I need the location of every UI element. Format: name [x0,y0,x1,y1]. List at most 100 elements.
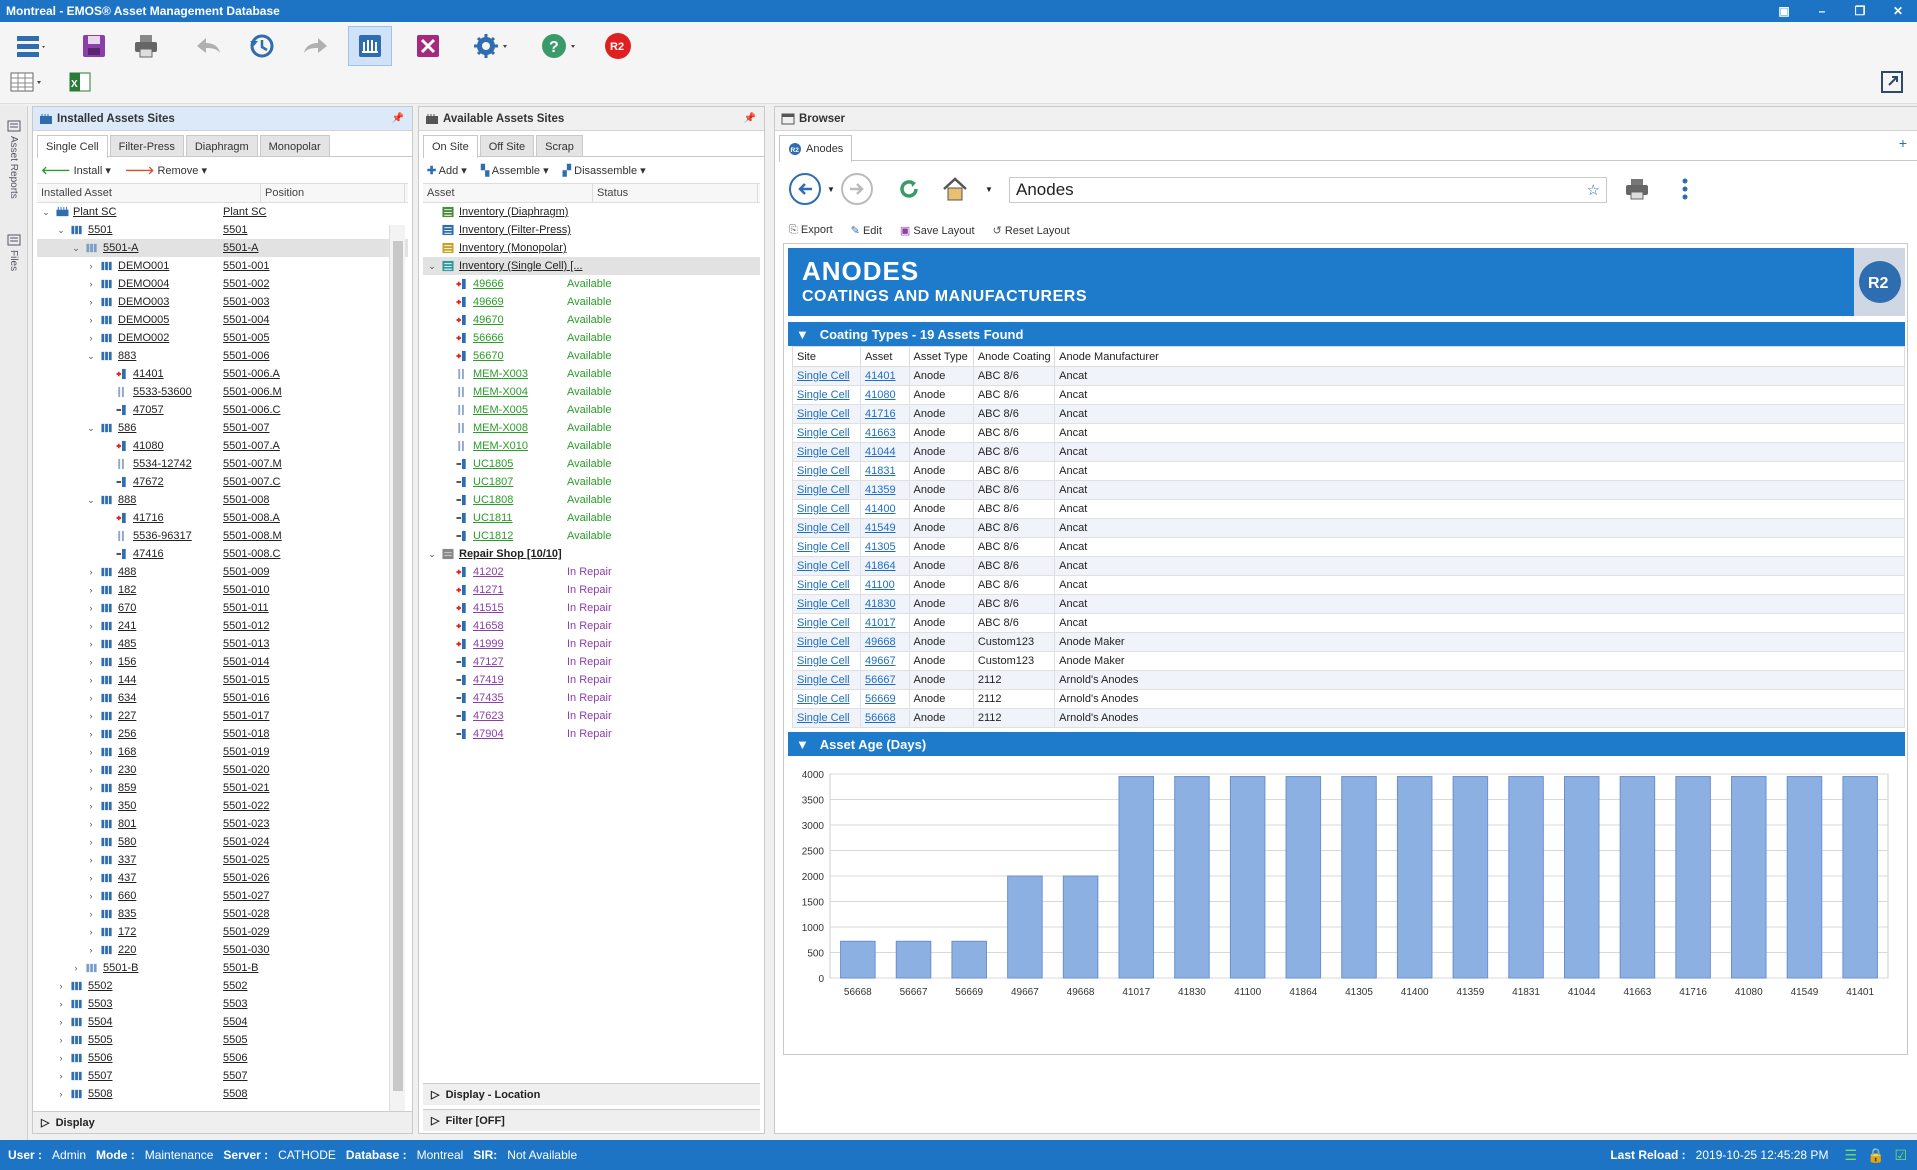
asset-link[interactable]: 5505 [88,1034,113,1046]
position-link[interactable]: 5507 [223,1070,248,1082]
print-icon[interactable] [124,26,168,66]
tree-row[interactable]: › 5507 5507 [37,1067,408,1085]
asset-link[interactable]: MEM-X005 [473,404,529,416]
tree-row[interactable]: › 172 5501-029 [37,923,408,941]
asset-link[interactable]: 5534-12742 [133,458,192,470]
position-link[interactable]: 5501-029 [223,926,270,938]
asset-link[interactable]: 41202 [473,566,504,578]
minimize-button[interactable]: – [1818,4,1826,18]
asset-link[interactable]: 41658 [473,620,504,632]
tree-row[interactable]: › 634 5501-016 [37,689,408,707]
tree-row[interactable]: › 5503 5503 [37,995,408,1013]
export-button[interactable]: ⎘ Export [789,224,833,237]
tree-row[interactable]: MEM-X008 Available [423,419,760,437]
main-menu-button[interactable] [8,26,52,66]
tree-row[interactable]: › 670 5501-011 [37,599,408,617]
tree-row[interactable]: UC1805 Available [423,455,760,473]
tree-row[interactable]: › 5504 5504 [37,1013,408,1031]
refresh-button[interactable] [893,173,925,205]
tab-filter-press[interactable]: Filter-Press [109,135,184,156]
asset-link[interactable]: 5508 [88,1088,113,1100]
col-status[interactable]: Status [593,184,758,202]
asset-link[interactable]: 47435 [473,692,504,704]
tree-row[interactable]: › 488 5501-009 [37,563,408,581]
site-link[interactable]: Single Cell [797,522,850,534]
position-link[interactable]: 5501-007.A [223,440,280,452]
asset-link[interactable]: 5504 [88,1016,113,1028]
site-link[interactable]: Single Cell [797,560,850,572]
tree-row[interactable]: ⌄ Inventory (Single Cell) [... [423,257,760,275]
expand-chevron-icon[interactable]: › [89,711,93,721]
installed-scrollbar[interactable] [389,225,405,1113]
asset-reports-icon[interactable] [7,120,21,132]
asset-link[interactable]: MEM-X010 [473,440,529,452]
position-link[interactable]: 5501-007 [223,422,270,434]
asset-link[interactable]: 41100 [864,579,895,591]
asset-link[interactable]: Inventory (Diaphragm) [459,206,569,218]
asset-link[interactable]: 801 [118,818,137,830]
tree-row[interactable]: ⌄ 888 5501-008 [37,491,408,509]
position-link[interactable]: 5504 [223,1016,248,1028]
tree-row[interactable]: › 156 5501-014 [37,653,408,671]
expand-chevron-icon[interactable]: › [89,315,93,325]
excel-export-icon[interactable]: X [62,68,98,96]
tree-row[interactable]: 47057 5501-006.C [37,401,408,419]
asset-link[interactable]: 182 [118,584,137,596]
position-link[interactable]: 5501-006.C [223,404,281,416]
tree-row[interactable]: › DEMO004 5501-002 [37,275,408,293]
tree-row[interactable]: › 580 5501-024 [37,833,408,851]
expand-chevron-icon[interactable]: › [89,657,93,667]
expand-chevron-icon[interactable]: › [89,279,93,289]
tree-row[interactable]: UC1812 Available [423,527,760,545]
tab-off-site[interactable]: Off Site [479,135,535,156]
tree-row[interactable]: Inventory (Filter-Press) [423,221,760,239]
tab-monopolar[interactable]: Monopolar [259,135,330,156]
tab-scrap[interactable]: Scrap [536,135,583,156]
asset-link[interactable]: 49667 [864,655,896,667]
tree-row[interactable]: MEM-X004 Available [423,383,760,401]
asset-link[interactable]: 41400 [864,503,896,515]
collapse-chevron-icon[interactable]: ⌄ [72,242,80,253]
bar[interactable] [1174,776,1210,979]
expand-chevron-icon[interactable]: › [89,747,93,757]
tree-row[interactable]: 5534-12742 5501-007.M [37,455,408,473]
tree-row[interactable]: MEM-X003 Available [423,365,760,383]
asset-link[interactable]: 227 [118,710,137,722]
assemble-button[interactable]: ▚ Assemble ▾ [480,164,549,177]
asset-link[interactable]: 485 [118,638,137,650]
site-link[interactable]: Single Cell [797,636,850,648]
position-link[interactable]: 5501-020 [223,764,270,776]
sidestrip-files[interactable]: Files [8,250,19,272]
tree-row[interactable]: 47435 In Repair [423,689,760,707]
display-group[interactable]: ▷ Display [33,1111,412,1133]
position-link[interactable]: 5501-006.M [223,386,282,398]
expand-chevron-icon[interactable]: › [89,819,93,829]
asset-age-header[interactable]: ▼ Asset Age (Days) [788,732,1905,756]
asset-link[interactable]: 5536-96317 [133,530,192,542]
asset-link[interactable]: 56666 [473,332,504,344]
asset-link[interactable]: Inventory (Monopolar) [459,242,567,254]
asset-link[interactable]: 41549 [864,522,896,534]
column-header[interactable]: Asset [859,346,910,367]
tree-row[interactable]: › 859 5501-021 [37,779,408,797]
asset-link[interactable]: 5507 [88,1070,113,1082]
tree-row[interactable]: 49669 Available [423,293,760,311]
more-options-button[interactable] [1669,173,1701,205]
position-link[interactable]: 5501-A [223,242,259,254]
asset-link[interactable]: 5501-A [103,242,139,254]
site-link[interactable]: Single Cell [797,503,850,515]
forward-button[interactable] [841,173,873,205]
asset-link[interactable]: 586 [118,422,137,434]
site-link[interactable]: Single Cell [797,465,850,477]
pin-icon[interactable]: 📌 [391,113,404,124]
tree-row[interactable]: UC1808 Available [423,491,760,509]
tree-row[interactable]: UC1811 Available [423,509,760,527]
position-link[interactable]: 5501-001 [223,260,270,272]
disassemble-button[interactable]: ▞ Disassemble ▾ [562,164,646,177]
site-link[interactable]: Single Cell [797,389,850,401]
asset-link[interactable]: 56669 [864,693,896,705]
expand-chevron-icon[interactable]: › [89,567,93,577]
expand-chevron-icon[interactable]: › [89,891,93,901]
tree-row[interactable]: 5536-96317 5501-008.M [37,527,408,545]
collapse-chevron-icon[interactable]: ⌄ [87,494,95,505]
